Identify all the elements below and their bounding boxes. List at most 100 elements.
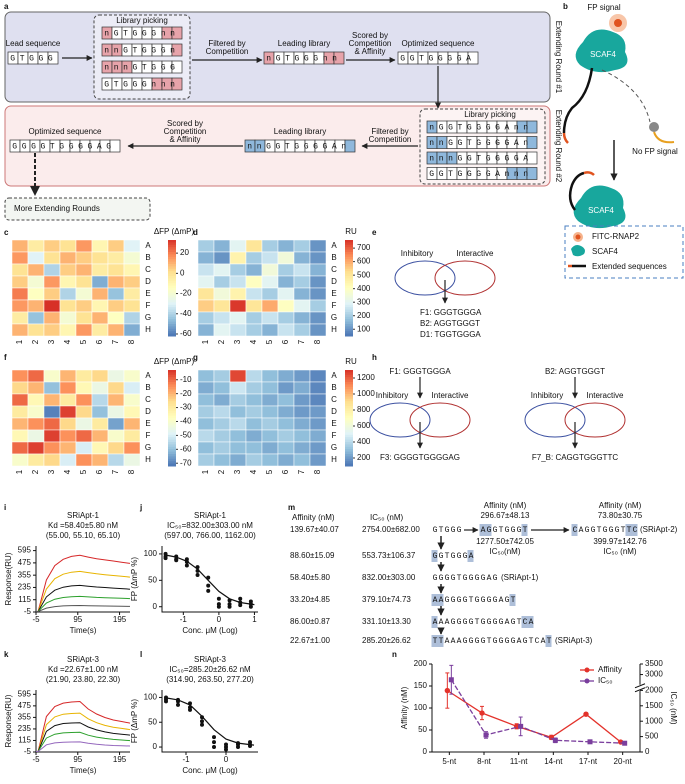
colorbar-slice <box>168 326 176 330</box>
y-tick-label: 355 <box>18 713 32 722</box>
seq-highlight <box>527 616 534 628</box>
heat-cell <box>277 323 295 337</box>
sensorgram <box>36 700 131 752</box>
colorbar-slice <box>345 321 353 325</box>
label: Competition <box>369 135 412 144</box>
row-label: D <box>331 277 337 286</box>
colorbar-slice <box>168 268 176 272</box>
row-label: F <box>332 431 337 440</box>
heat-cell <box>277 453 295 467</box>
heat-cell <box>213 381 231 395</box>
point <box>206 575 211 580</box>
protein <box>573 185 626 229</box>
heat-cell <box>123 441 141 455</box>
seq-highlight <box>509 594 516 606</box>
heat-cell <box>11 275 29 289</box>
heat-cell <box>27 405 45 419</box>
heat-cell <box>213 251 231 265</box>
colorbar-slice <box>345 261 353 265</box>
label: Inhibitory <box>531 391 563 400</box>
label: Filtered by <box>208 39 245 48</box>
heat-cell <box>107 453 125 467</box>
heat-cell <box>91 381 109 395</box>
colorbar-slice <box>345 422 353 426</box>
heat-cell <box>107 381 125 395</box>
colorbar-label: 200 <box>357 453 371 462</box>
y2-tick-label: 1500 <box>645 701 663 710</box>
row-label: B <box>331 383 336 392</box>
colorbar-slice <box>345 283 353 287</box>
heat-cell <box>245 323 263 337</box>
marker <box>444 687 451 694</box>
colorbar-slice <box>168 434 176 438</box>
y-axis-label: FP (ΔmP %) <box>130 557 139 602</box>
sequence: CAGGTGGGTTC <box>573 526 639 535</box>
colorbar-title: RU <box>345 357 357 366</box>
seq-highlight <box>467 550 474 562</box>
sequence: GTGGG <box>433 526 463 535</box>
heat-cell <box>43 369 61 383</box>
seq-box <box>467 51 479 65</box>
heat-cell <box>43 323 61 337</box>
heat-cell <box>43 263 61 277</box>
sequence: nnGTGGGn <box>104 47 179 56</box>
colorbar-slice <box>345 307 353 311</box>
point <box>206 588 211 593</box>
colorbar-slice <box>345 427 353 431</box>
colorbar-slice <box>168 288 176 291</box>
heat-cell <box>197 311 215 325</box>
label: (SRiApt-3) <box>555 636 593 645</box>
heat-cell <box>245 311 263 325</box>
colorbar-slice <box>345 410 353 414</box>
chart-subtitle: (597.00, 766.00, 1162.00) <box>164 531 256 540</box>
axis <box>161 546 258 613</box>
colorbar-slice <box>345 319 353 323</box>
label: 139.67±40.07 <box>290 525 339 534</box>
heat-cell <box>123 369 141 383</box>
point <box>216 596 221 601</box>
colorbar-slice <box>345 444 353 448</box>
heat-cell <box>261 299 279 313</box>
colorbar-label: -50 <box>180 431 192 440</box>
panel-label: a <box>4 2 9 11</box>
heat-cell <box>293 311 311 325</box>
heat-cell <box>11 429 29 443</box>
heat-cell <box>75 287 93 301</box>
colorbar-slice <box>345 420 353 424</box>
x-axis-label: Conc. μM (Log) <box>182 766 238 775</box>
colorbar-slice <box>345 403 353 407</box>
heat-cell <box>59 311 77 325</box>
y-tick-label: 115 <box>18 736 31 745</box>
heat-cell <box>27 393 45 407</box>
colorbar-label: 600 <box>357 257 371 266</box>
heat-cell <box>309 299 327 313</box>
colorbar-slice <box>168 249 176 253</box>
colorbar-slice <box>345 324 353 327</box>
venn-circle <box>394 260 456 296</box>
heat-cell <box>293 251 311 265</box>
release <box>601 69 651 123</box>
x-axis-label: Time(s) <box>70 626 97 635</box>
colorbar-slice <box>345 432 353 436</box>
heat-cell <box>107 299 125 313</box>
heat-cell <box>229 429 247 443</box>
heat-cell <box>229 441 247 455</box>
colorbar-slice <box>345 285 353 289</box>
colorbar-slice <box>168 259 176 263</box>
heat-cell <box>43 239 61 253</box>
panel-label: j <box>139 503 142 512</box>
sequence: AGGTGGGT <box>481 526 529 535</box>
heat-cell <box>309 381 327 395</box>
panel-label: f <box>4 353 7 362</box>
label: D1: TGGTGGGA <box>420 330 481 339</box>
heat-cell <box>123 299 141 313</box>
heat-cell <box>27 287 45 301</box>
colorbar-slice <box>345 377 353 381</box>
label: IC₅₀ (nM) <box>603 547 637 556</box>
colorbar-slice <box>168 389 176 393</box>
colorbar-slice <box>168 398 176 402</box>
y-tick-label: 200 <box>414 659 428 668</box>
row-label: G <box>145 443 151 452</box>
heat-cell <box>11 239 29 253</box>
point <box>174 558 179 563</box>
